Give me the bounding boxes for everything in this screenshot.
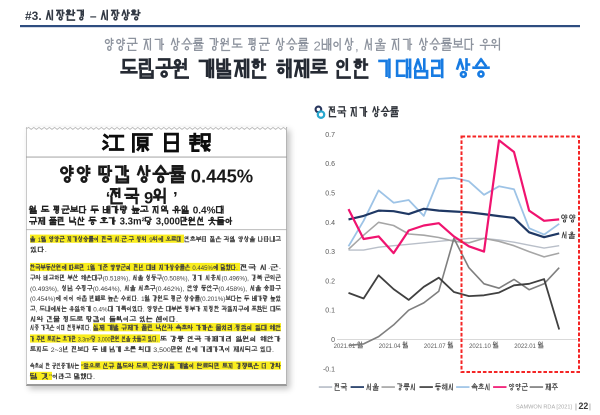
svg-text:,: , xyxy=(36,307,38,314)
svg-text:(0.464%),: (0.464%), xyxy=(93,286,122,293)
svg-text:|: | xyxy=(575,402,577,411)
svg-text:·: · xyxy=(120,237,122,244)
svg-text:.: . xyxy=(45,246,47,254)
svg-text:–: – xyxy=(90,9,97,23)
svg-text:0.4%: 0.4% xyxy=(193,205,216,216)
svg-text:”: ” xyxy=(49,373,52,380)
svg-text:,: , xyxy=(355,39,359,54)
svg-text:0.1: 0.1 xyxy=(325,308,335,315)
svg-text:3.3m²: 3.3m² xyxy=(120,217,146,228)
svg-text:.: . xyxy=(176,316,178,323)
svg-text:#3.: #3. xyxy=(25,9,42,23)
svg-text:“: “ xyxy=(81,364,83,371)
svg-text:(0.454%): (0.454%) xyxy=(30,296,55,303)
svg-text:’: ’ xyxy=(173,188,178,207)
svg-text:|: | xyxy=(589,402,591,411)
svg-text:0.6: 0.6 xyxy=(325,161,335,168)
svg-text:·: · xyxy=(233,325,235,332)
svg-text:(0.462%),: (0.462%), xyxy=(156,286,185,293)
svg-text:.: . xyxy=(90,326,92,333)
svg-text:,: , xyxy=(148,364,150,371)
svg-text:.: . xyxy=(157,337,159,344)
svg-text:1: 1 xyxy=(38,237,42,244)
svg-text:2021.10: 2021.10 xyxy=(469,344,491,350)
svg-text:2022.01: 2022.01 xyxy=(514,344,536,350)
svg-text:(0.201%): (0.201%) xyxy=(200,296,225,303)
svg-text:2~3: 2~3 xyxy=(51,347,63,354)
svg-text:·: · xyxy=(127,237,129,244)
svg-text:0.5: 0.5 xyxy=(325,191,335,198)
svg-text:2: 2 xyxy=(314,39,321,54)
svg-text:.: . xyxy=(143,307,145,314)
svg-text:9: 9 xyxy=(144,188,153,207)
svg-text:0.445%: 0.445% xyxy=(192,265,213,272)
svg-text:0.445%: 0.445% xyxy=(191,165,253,186)
svg-text:0.4%: 0.4% xyxy=(93,307,108,314)
svg-text:3,000: 3,000 xyxy=(98,337,111,344)
svg-text:22: 22 xyxy=(579,401,589,411)
svg-text:9: 9 xyxy=(149,237,153,244)
svg-text:0.2: 0.2 xyxy=(325,278,335,285)
svg-text:.: . xyxy=(93,374,95,380)
svg-text:0: 0 xyxy=(331,337,335,344)
svg-text:.: . xyxy=(236,265,238,272)
svg-text:‘: ‘ xyxy=(106,188,111,207)
svg-text:0.3: 0.3 xyxy=(325,249,335,256)
svg-text:2021.04: 2021.04 xyxy=(379,344,401,350)
svg-text:0.4: 0.4 xyxy=(325,220,335,227)
svg-text:·: · xyxy=(268,265,271,272)
svg-text:3.3m²: 3.3m² xyxy=(78,337,91,344)
svg-text:(0.518%),: (0.518%), xyxy=(103,275,131,282)
svg-text:0.7: 0.7 xyxy=(325,132,335,139)
svg-text:-0.1: -0.1 xyxy=(323,366,335,373)
svg-text:3,000: 3,000 xyxy=(156,217,181,228)
svg-text:.: . xyxy=(137,296,139,303)
svg-text:(0.508%),: (0.508%), xyxy=(162,275,190,282)
svg-text:(0.493%),: (0.493%), xyxy=(30,286,59,293)
svg-text:(0.458%),: (0.458%), xyxy=(218,286,247,293)
svg-text:(0.496%),: (0.496%), xyxy=(221,275,249,282)
svg-text:2021.01: 2021.01 xyxy=(334,344,356,350)
svg-text:SAMWON RDA [2021]: SAMWON RDA [2021] xyxy=(516,405,572,411)
svg-text:2021.07: 2021.07 xyxy=(424,344,446,350)
svg-text:.: . xyxy=(272,347,274,354)
svg-text:1: 1 xyxy=(141,296,145,303)
svg-text:3,500: 3,500 xyxy=(153,347,171,354)
svg-text:1: 1 xyxy=(87,265,91,272)
svg-text:·: · xyxy=(278,265,281,272)
